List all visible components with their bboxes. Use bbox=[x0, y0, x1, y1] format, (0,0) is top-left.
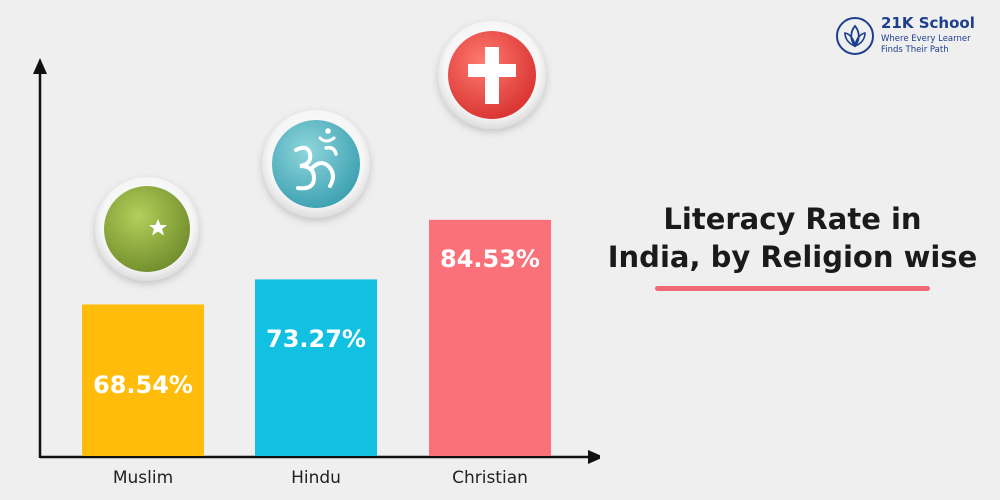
brand-tagline-line1: Where Every Learner bbox=[881, 34, 971, 44]
title-underline bbox=[655, 286, 930, 291]
brand-tagline-line2: Finds Their Path bbox=[881, 45, 949, 55]
chart-title-line1: Literacy Rate in bbox=[663, 202, 922, 236]
bar-hindu bbox=[255, 279, 377, 456]
y-axis-arrow bbox=[33, 58, 47, 74]
brand-name: 21K School bbox=[881, 14, 975, 32]
category-label: Christian bbox=[452, 468, 528, 488]
bar-muslim bbox=[82, 304, 204, 456]
bar-value-label: 73.27% bbox=[266, 325, 366, 353]
chart-title: Literacy Rate in India, by Religion wise bbox=[600, 200, 985, 276]
bar-value-label: 84.53% bbox=[440, 245, 540, 273]
category-label: Hindu bbox=[291, 468, 341, 488]
bar-christian bbox=[429, 219, 551, 456]
bar-value-label: 68.54% bbox=[93, 371, 193, 399]
chart-title-line2: India, by Religion wise bbox=[607, 240, 978, 274]
crescent-star-icon bbox=[95, 177, 199, 281]
category-label: Muslim bbox=[113, 468, 173, 488]
om-icon bbox=[262, 110, 370, 218]
bar-chart: 68.54% Muslim 73.27% Hindu 84.53% Christian bbox=[33, 21, 600, 488]
x-axis-arrow bbox=[588, 450, 600, 464]
cross-icon bbox=[438, 21, 546, 129]
brand-logo: 21K School Where Every Learner Finds The… bbox=[835, 14, 995, 60]
lotus-logo-icon bbox=[836, 17, 874, 55]
